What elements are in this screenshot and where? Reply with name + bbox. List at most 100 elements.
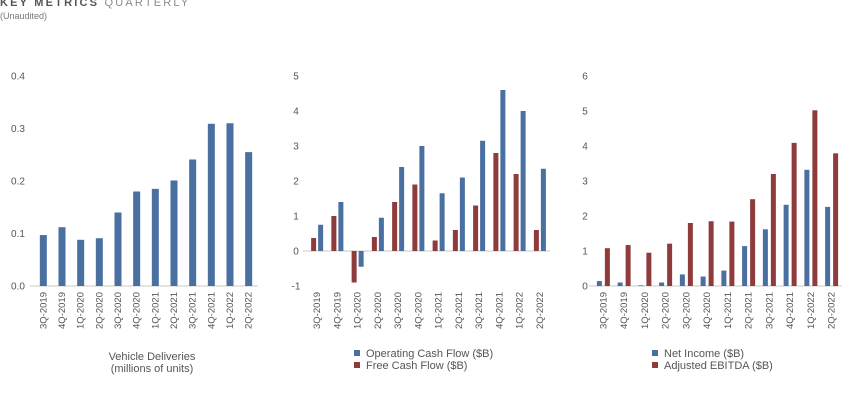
y-tick-label: 3: [293, 142, 299, 153]
x-tick-label: 3Q-2020: [681, 292, 692, 329]
y-tick-label: 0.4: [11, 72, 25, 83]
x-tick-label: 2Q-2020: [94, 292, 105, 329]
bar-3q-2021: [189, 159, 197, 286]
x-tick-label: 3Q-2020: [393, 292, 404, 329]
y-tick-label: 0.2: [11, 177, 25, 188]
bar-3q-2020-s0: [679, 274, 685, 286]
x-tick-label: 3Q-2019: [312, 292, 323, 329]
bar-2q-2020-s0: [371, 237, 377, 251]
bar-4q-2020: [133, 191, 141, 286]
x-tick-label: 2Q-2022: [827, 292, 838, 329]
bar-2q-2020: [95, 238, 103, 286]
y-tick-label: 6: [582, 72, 588, 83]
bar-3q-2021-s1: [770, 174, 776, 286]
bar-3q-2019-s1: [604, 248, 610, 286]
x-tick-label: 2Q-2022: [244, 292, 255, 329]
bar-2q-2021-s1: [750, 199, 756, 286]
bar-3q-2020-s1: [399, 167, 405, 251]
x-tick-label: 4Q-2020: [132, 292, 143, 329]
y-tick-label: 2: [582, 212, 588, 223]
y-tick-label: 1: [293, 212, 299, 223]
legend-swatch: [652, 362, 658, 368]
bar-4q-2019-s1: [338, 202, 344, 251]
x-tick-label: 2Q-2021: [744, 292, 755, 329]
y-tick-label: 1: [582, 247, 588, 258]
bar-4q-2021-s0: [783, 204, 789, 286]
x-tick-label: 1Q-2021: [723, 292, 734, 329]
bar-4q-2019-s1: [625, 245, 631, 286]
legend-label: Operating Cash Flow ($B): [366, 348, 493, 360]
x-tick-label: 3Q-2021: [188, 292, 199, 329]
bar-2q-2022-s1: [833, 153, 839, 286]
bar-1q-2021-s1: [729, 221, 735, 286]
bar-1q-2020-s0: [351, 251, 357, 283]
x-tick-label: 3Q-2020: [113, 292, 124, 329]
y-tick-label: 3: [582, 177, 588, 188]
bar-3q-2021-s1: [480, 140, 486, 251]
bar-4q-2020-s1: [708, 221, 714, 286]
legend-swatch: [652, 350, 658, 356]
y-tick-label: 2: [293, 177, 299, 188]
bar-4q-2020-s0: [412, 184, 418, 251]
y-tick-label: 0: [293, 247, 299, 258]
y-tick-label: 0.1: [11, 229, 25, 240]
bar-1q-2020-s1: [646, 252, 652, 286]
title-light: QUARTERLY: [104, 0, 191, 9]
x-tick-label: 2Q-2020: [373, 292, 384, 329]
bar-2q-2021-s0: [742, 246, 748, 286]
bar-3q-2019-s0: [596, 281, 602, 286]
bar-3q-2020-s1: [687, 223, 693, 286]
bar-4q-2021-s0: [493, 153, 499, 251]
x-tick-label: 3Q-2021: [764, 292, 775, 329]
x-tick-label: 1Q-2021: [150, 292, 161, 329]
title-bold: KEY METRICS: [0, 0, 100, 9]
x-axis-label: Vehicle Deliveries: [109, 351, 196, 363]
bar-1q-2022: [226, 123, 234, 286]
header: KEY METRICS QUARTERLY (Unaudited): [0, 0, 190, 22]
x-tick-label: 1Q-2020: [353, 292, 364, 329]
y-tick-label: 5: [293, 72, 299, 83]
y-tick-label: 4: [293, 107, 299, 118]
x-tick-label: 4Q-2019: [57, 292, 68, 329]
y-tick-label: 0.3: [11, 124, 25, 135]
bar-2q-2021-s0: [452, 230, 458, 251]
x-tick-label: 1Q-2022: [225, 292, 236, 329]
bar-4q-2019-s0: [331, 216, 337, 251]
y-tick-label: 4: [582, 142, 588, 153]
bar-1q-2022-s0: [513, 174, 519, 251]
x-tick-label: 1Q-2020: [76, 292, 87, 329]
bar-1q-2021: [151, 188, 159, 286]
bar-1q-2020-s1: [358, 251, 364, 267]
bar-4q-2019: [58, 227, 66, 286]
x-tick-label: 3Q-2019: [598, 292, 609, 329]
chart-panel-3: 0 1 2 3 4 5 6 3Q-2019 4Q-2019 1Q-2020 2Q-2020 3Q-20…: [582, 72, 842, 372]
x-tick-label: 4Q-2021: [206, 292, 217, 329]
bar-2q-2020-s1: [378, 217, 384, 251]
y-tick-label: 5: [582, 107, 588, 118]
bar-1q-2021-s1: [439, 193, 445, 251]
bar-1q-2021-s0: [432, 240, 438, 251]
bar-1q-2021-s0: [721, 270, 727, 286]
x-tick-label: 3Q-2019: [38, 292, 49, 329]
bar-2q-2021: [170, 180, 178, 286]
legend-label: Net Income ($B): [664, 348, 744, 360]
bar-1q-2020-s0: [638, 285, 644, 286]
x-tick-label: 1Q-2020: [640, 292, 651, 329]
page-subtitle: (Unaudited): [0, 11, 48, 21]
x-tick-label: 1Q-2022: [515, 292, 526, 329]
bar-3q-2020-s0: [392, 202, 398, 251]
bar-2q-2022-s0: [825, 206, 831, 286]
legend-swatch: [354, 350, 360, 356]
bar-4q-2021-s1: [500, 90, 506, 251]
chart-panel-1: 0.0 0.1 0.2 0.3 0.4 3Q-2019 4Q-2019 1Q-2020 2Q-2…: [11, 72, 258, 375]
x-tick-label: 2Q-2022: [535, 292, 546, 329]
bar-2q-2022-s0: [533, 230, 539, 251]
bar-1q-2020: [77, 239, 85, 286]
bar-2q-2022: [245, 152, 253, 286]
legend-label: Adjusted EBITDA ($B): [664, 360, 773, 372]
x-tick-label: 2Q-2021: [454, 292, 465, 329]
bar-1q-2022-s1: [520, 111, 526, 251]
bar-4q-2020-s0: [700, 276, 706, 286]
bar-4q-2021-s1: [791, 142, 797, 286]
